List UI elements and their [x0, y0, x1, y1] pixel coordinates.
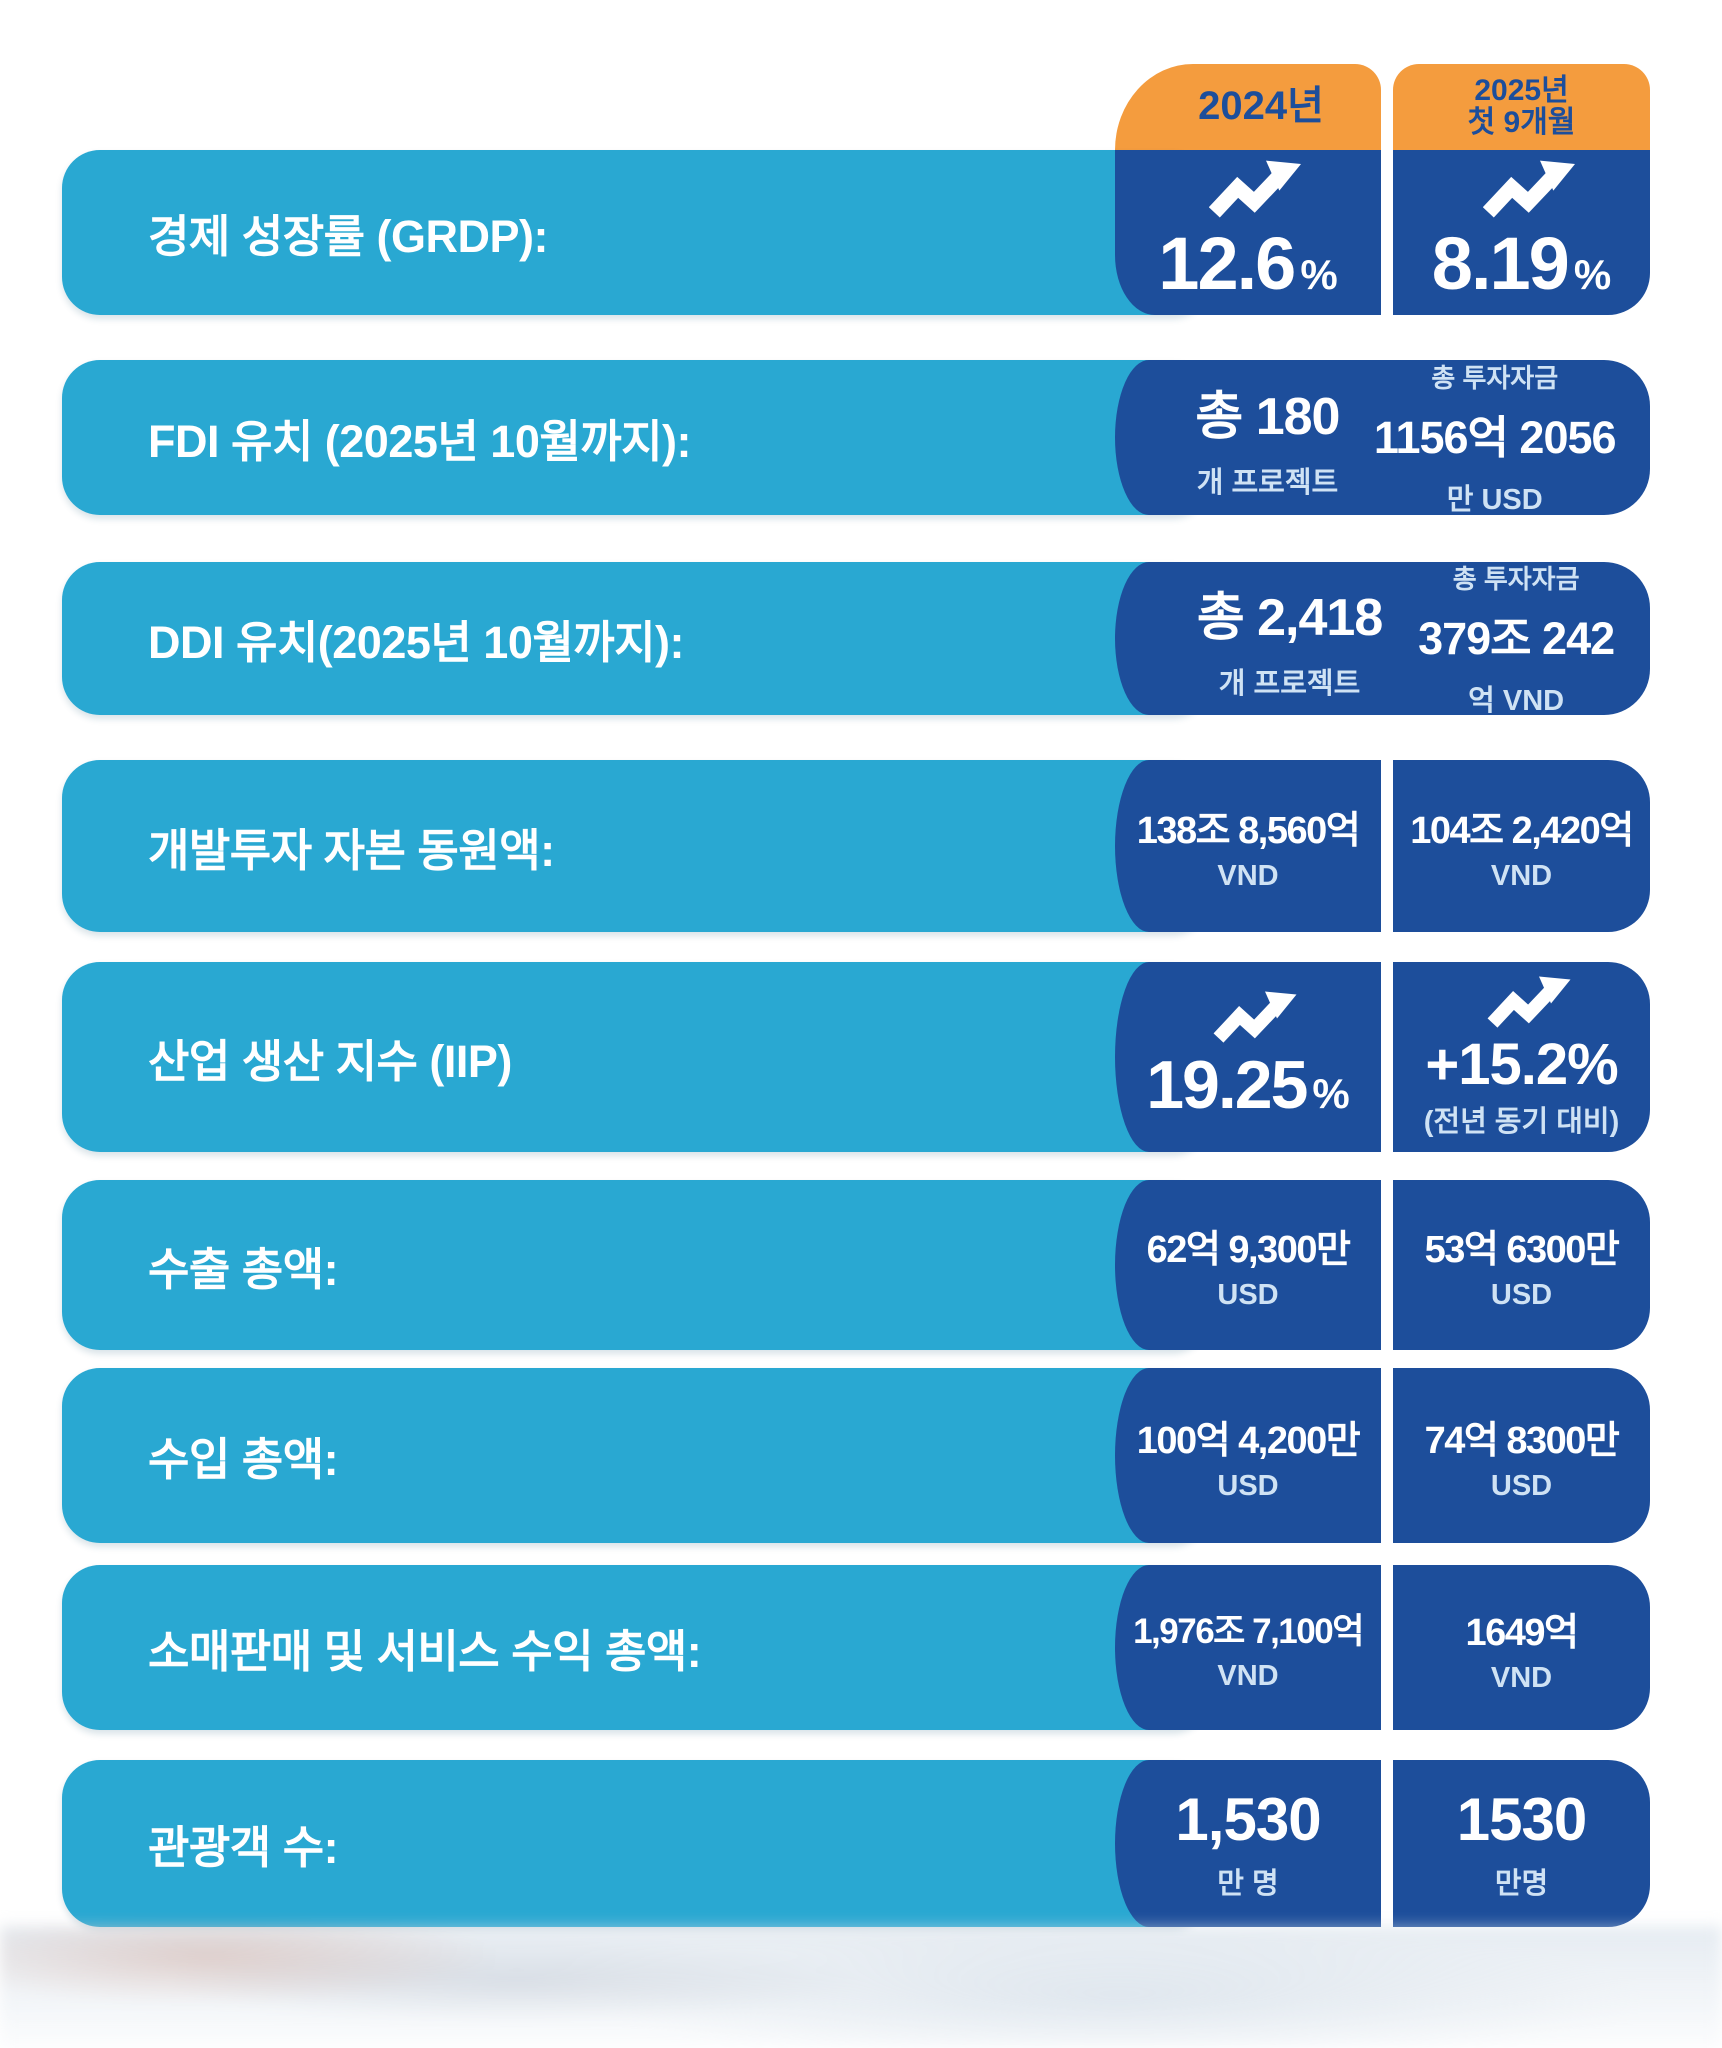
ddi-projects-value: 총 2,418 — [1196, 589, 1383, 647]
row-retail-bar — [62, 1565, 1210, 1730]
row-retail-label: 소매판매 및 서비스 수익 총액: — [148, 1626, 702, 1677]
row-tourists-value-2025: 1530 만명 — [1393, 1760, 1650, 1927]
row-import-value-2024: 100억 4,200만 USD — [1115, 1368, 1381, 1543]
export-2024-value: 62억 9,300만 — [1146, 1229, 1351, 1271]
row-fdi-label: FDI 유치 (2025년 10월까지): — [148, 416, 692, 467]
ddi-capital-value: 379조 242 — [1418, 612, 1615, 664]
row-capital-bar — [62, 760, 1210, 932]
row-tourists-bar — [62, 1760, 1210, 1927]
row-grdp: 경제 성장률 (GRDP): 12.6 % 8.19 % — [0, 150, 1722, 315]
row-iip-bar — [62, 962, 1210, 1152]
row-iip-value-2025: +15.2% (전년 동기 대비) — [1393, 962, 1650, 1152]
trend-up-icon — [1213, 991, 1297, 1043]
retail-2025-unit: VND — [1490, 1661, 1553, 1694]
row-ddi: DDI 유치(2025년 10월까지): 총 2,418 개 프로젝트 총 투자… — [0, 562, 1722, 717]
row-capital: 개발투자 자본 동원액: 138조 8,560억 VND 104조 2,420억… — [0, 760, 1722, 932]
year-2025-label-line1: 2025년 — [1474, 73, 1569, 107]
row-grdp-value-2025: 8.19 % — [1393, 150, 1650, 315]
row-iip-label: 산업 생산 지수 (IIP) — [148, 1035, 512, 1087]
row-tourists-label: 관광객 수: — [148, 1822, 339, 1873]
tourists-2024-unit: 만 명 — [1217, 1868, 1279, 1900]
row-capital-value-2024: 138조 8,560억 VND — [1115, 760, 1381, 932]
ddi-capital-caption: 총 투자자금 — [1452, 563, 1580, 594]
row-export: 수출 총액: 62억 9,300만 USD 53억 6300만 USD — [0, 1180, 1722, 1350]
fdi-capital-caption: 총 투자자금 — [1431, 362, 1559, 393]
iip-2025-note: (전년 동기 대비) — [1423, 1105, 1620, 1138]
capital-2025-unit: VND — [1490, 860, 1553, 892]
row-tourists-value-2024: 1,530 만 명 — [1115, 1760, 1381, 1927]
export-2024-unit: USD — [1217, 1279, 1279, 1311]
export-2025-value: 53억 6300만 — [1424, 1229, 1620, 1271]
row-retail-value-2025: 1649억 VND — [1393, 1565, 1650, 1730]
row-import-label: 수입 총액: — [148, 1434, 339, 1485]
trend-up-icon — [1482, 160, 1575, 218]
trend-up-icon — [1487, 976, 1570, 1028]
row-export-label: 수출 총액: — [148, 1243, 339, 1295]
import-2025-value: 74억 8300만 — [1424, 1419, 1620, 1462]
row-export-value-2024: 62억 9,300만 USD — [1115, 1180, 1381, 1350]
iip-2024-percent-sign: % — [1312, 1070, 1350, 1117]
grdp-2024-percent-sign: % — [1300, 251, 1338, 298]
row-export-value-2025: 53억 6300만 USD — [1393, 1180, 1650, 1350]
row-grdp-label: 경제 성장률 (GRDP): — [148, 211, 548, 262]
capital-2024-unit: VND — [1217, 860, 1279, 892]
fdi-projects-unit: 개 프로젝트 — [1196, 467, 1339, 499]
row-import-value-2025: 74억 8300만 USD — [1393, 1368, 1650, 1543]
ddi-capital-group: 총 투자자금 379조 242 억 VND — [1418, 559, 1615, 719]
tourists-2024-value: 1,530 — [1175, 1786, 1321, 1853]
retail-2024-unit: VND — [1217, 1659, 1279, 1692]
year-header-2025: 2025년 첫 9개월 — [1393, 64, 1650, 150]
ddi-projects-group: 총 2,418 개 프로젝트 — [1196, 575, 1383, 702]
row-tourists: 관광객 수: 1,530 만 명 1530 만명 — [0, 1760, 1722, 1927]
row-fdi: FDI 유치 (2025년 10월까지): 총 180 개 프로젝트 총 투자자… — [0, 358, 1722, 518]
background-photo — [0, 1926, 1722, 2048]
trend-up-icon — [1209, 160, 1301, 218]
row-fdi-values: 총 180 개 프로젝트 총 투자자금 1156억 2056 만 USD — [1115, 358, 1650, 518]
row-export-bar — [62, 1180, 1210, 1350]
tourists-2025-value: 1530 — [1456, 1786, 1587, 1853]
row-import: 수입 총액: 100억 4,200만 USD 74억 8300만 USD — [0, 1368, 1722, 1543]
year-2025-label-line2: 첫 9개월 — [1467, 106, 1576, 139]
row-import-bar — [62, 1368, 1210, 1543]
ddi-projects-unit: 개 프로젝트 — [1218, 668, 1361, 700]
iip-2025-value: +15.2% — [1425, 1031, 1618, 1097]
retail-2024-value: 1,976조 7,100억 — [1133, 1611, 1364, 1651]
grdp-2025-percent-sign: % — [1573, 251, 1612, 298]
year-header-2024: 2024년 — [1115, 64, 1381, 150]
iip-2024-value: 19.25 — [1146, 1047, 1308, 1123]
row-capital-value-2025: 104조 2,420억 VND — [1393, 760, 1650, 932]
row-retail: 소매판매 및 서비스 수익 총액: 1,976조 7,100억 VND 1649… — [0, 1565, 1722, 1730]
capital-2025-value: 104조 2,420억 — [1410, 810, 1634, 852]
row-ddi-values: 총 2,418 개 프로젝트 총 투자자금 379조 242 억 VND — [1115, 562, 1650, 717]
row-iip-value-2024: 19.25 % — [1115, 962, 1381, 1152]
row-capital-label: 개발투자 자본 동원액: — [148, 824, 555, 876]
import-2024-value: 100억 4,200만 — [1136, 1419, 1361, 1462]
export-2025-unit: USD — [1490, 1279, 1553, 1311]
fdi-capital-group: 총 투자자금 1156억 2056 만 USD — [1373, 358, 1617, 518]
import-2024-unit: USD — [1217, 1469, 1279, 1502]
row-ddi-bar — [62, 562, 1210, 715]
fdi-projects-group: 총 180 개 프로젝트 — [1195, 374, 1340, 501]
fdi-projects-value: 총 180 — [1195, 388, 1340, 446]
import-2025-unit: USD — [1490, 1469, 1553, 1502]
row-retail-value-2024: 1,976조 7,100억 VND — [1115, 1565, 1381, 1730]
fdi-capital-value: 1156억 2056 — [1373, 411, 1617, 463]
row-ddi-label: DDI 유치(2025년 10월까지): — [148, 617, 685, 668]
grdp-2024-value: 12.6 — [1158, 222, 1296, 305]
retail-2025-value: 1649억 — [1465, 1611, 1580, 1654]
fdi-capital-unit: 만 USD — [1446, 483, 1543, 516]
row-grdp-bar — [62, 150, 1210, 315]
row-grdp-value-2024: 12.6 % — [1115, 150, 1381, 315]
row-fdi-bar — [62, 360, 1210, 515]
tourists-2025-unit: 만명 — [1494, 1868, 1549, 1900]
row-iip: 산업 생산 지수 (IIP) 19.25 % +15.2% (전년 동기 대비) — [0, 962, 1722, 1152]
capital-2024-value: 138조 8,560억 — [1136, 810, 1361, 852]
year-2024-label: 2024년 — [1198, 84, 1324, 129]
grdp-2025-value: 8.19 — [1431, 222, 1570, 305]
ddi-capital-unit: 억 VND — [1468, 684, 1565, 717]
